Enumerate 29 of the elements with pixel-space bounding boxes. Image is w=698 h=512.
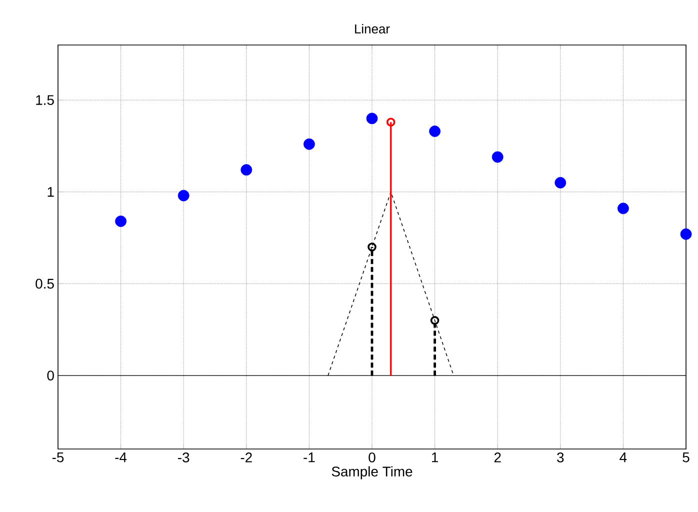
x-tick-label: -2 [240, 452, 252, 462]
point [366, 112, 378, 124]
x-tick-label: 5 [682, 452, 690, 462]
y-tick-label: 1 [48, 187, 54, 197]
x-axis-title: Sample Time [332, 466, 412, 480]
x-tick-label: 4 [620, 452, 627, 462]
point [304, 138, 315, 150]
point [618, 202, 629, 214]
x-tick-label: -3 [178, 452, 190, 462]
point [554, 177, 566, 188]
x-tick-label: -1 [304, 452, 315, 462]
y-tick-label: 0.5 [36, 278, 54, 289]
x-tick-label: -5 [52, 452, 64, 462]
point [680, 228, 692, 240]
point [368, 242, 376, 252]
y-tick-label: 1.5 [36, 95, 54, 105]
x-tick-label: 2 [494, 452, 501, 462]
y-tick-label: 0 [47, 370, 54, 380]
x-tick-label: 0 [368, 452, 376, 462]
x-tick-label: 3 [557, 452, 564, 462]
x-tick-label: -4 [115, 452, 127, 462]
point [430, 316, 440, 325]
point [115, 216, 126, 227]
point [429, 126, 441, 138]
chart-title: Linear [355, 24, 390, 34]
point [240, 164, 252, 176]
x-tick-label: 1 [432, 452, 438, 462]
point [178, 190, 190, 202]
point [492, 151, 504, 163]
